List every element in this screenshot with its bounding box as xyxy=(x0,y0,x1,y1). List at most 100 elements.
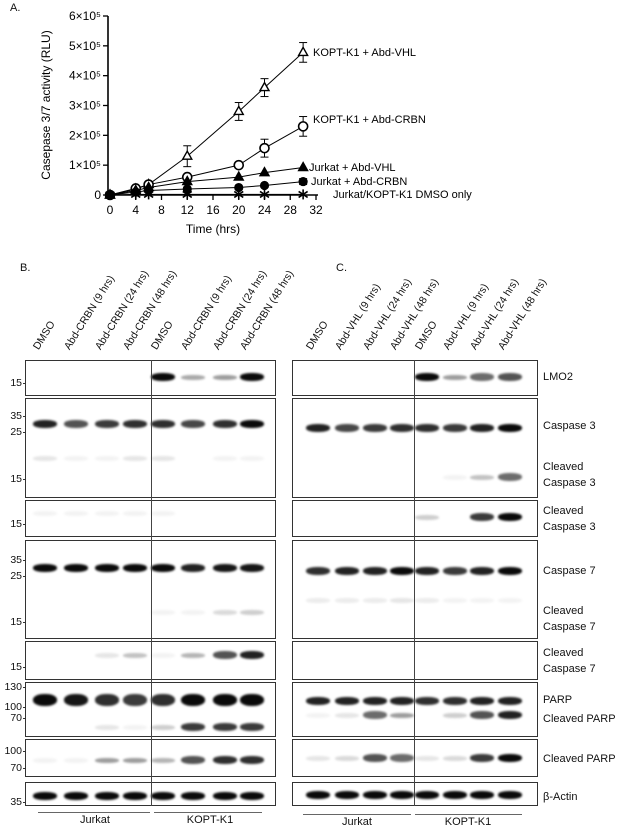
band xyxy=(240,455,264,461)
lane-divider xyxy=(151,360,152,806)
x-tick-label: 4 xyxy=(132,203,139,217)
group-line-kopt-c xyxy=(415,814,522,815)
band xyxy=(213,723,237,731)
band xyxy=(181,792,205,800)
row-label-line: Caspase 3 xyxy=(543,477,596,489)
band xyxy=(363,567,387,575)
band xyxy=(123,757,147,763)
band xyxy=(213,420,237,428)
band xyxy=(498,567,522,575)
lane-label: DMSO xyxy=(30,318,58,352)
band xyxy=(443,597,467,603)
band xyxy=(335,712,359,718)
band xyxy=(240,373,264,381)
y-tick-label: 0 xyxy=(94,188,101,202)
group-label-jurkat-b: Jurkat xyxy=(80,814,110,826)
band xyxy=(240,564,264,572)
band xyxy=(443,567,467,575)
mw-marker: 15 xyxy=(0,518,26,530)
data-point xyxy=(130,189,141,200)
band xyxy=(363,791,387,799)
band xyxy=(335,791,359,799)
band xyxy=(415,791,439,799)
band xyxy=(181,609,205,615)
band xyxy=(33,757,57,763)
band xyxy=(64,455,88,461)
band xyxy=(240,420,264,428)
band xyxy=(306,567,330,575)
band xyxy=(95,694,119,706)
data-point xyxy=(105,190,115,200)
band xyxy=(443,791,467,799)
band xyxy=(64,420,88,428)
band xyxy=(415,597,439,603)
series-label: Jurkat + Abd-VHL xyxy=(309,162,396,174)
band xyxy=(181,756,205,764)
data-point xyxy=(233,189,244,200)
band xyxy=(123,510,147,516)
band xyxy=(335,697,359,705)
mw-marker: 70 xyxy=(0,762,26,774)
band xyxy=(95,420,119,428)
band xyxy=(64,757,88,763)
band xyxy=(123,420,147,428)
band xyxy=(498,711,522,719)
asterisk-stroke xyxy=(143,190,154,199)
band xyxy=(64,564,88,572)
band xyxy=(64,792,88,800)
band xyxy=(95,652,119,658)
band xyxy=(363,697,387,705)
y-tick-label: 5×10⁵ xyxy=(69,39,101,53)
band xyxy=(306,424,330,432)
band xyxy=(306,712,330,718)
band xyxy=(335,424,359,432)
series-label: KOPT-K1 + Abd-VHL xyxy=(313,47,416,59)
row-label-lmo2: LMO2 xyxy=(543,371,573,383)
band xyxy=(306,791,330,799)
series-label: KOPT-K1 + Abd-CRBN xyxy=(313,114,426,126)
band xyxy=(151,455,175,461)
blot-panel xyxy=(292,682,538,737)
band xyxy=(363,424,387,432)
band xyxy=(95,757,119,763)
band xyxy=(335,597,359,603)
band xyxy=(33,694,57,706)
row-label-line: Cleaved xyxy=(543,461,584,473)
band xyxy=(415,514,439,520)
data-point xyxy=(258,81,271,92)
y-tick-label: 2×10⁵ xyxy=(69,128,101,142)
asterisk-stroke xyxy=(130,190,141,199)
band xyxy=(306,597,330,603)
data-point xyxy=(233,159,245,171)
mw-marker: 35 xyxy=(0,410,26,422)
asterisk-stroke xyxy=(182,190,193,199)
band xyxy=(123,652,147,658)
band xyxy=(95,792,119,800)
x-tick-label: 16 xyxy=(206,203,220,217)
band xyxy=(306,755,330,761)
mw-marker: 15 xyxy=(0,616,26,628)
band xyxy=(470,711,494,719)
lane-label: Abd-CRBN (48 hrs) xyxy=(120,268,180,352)
y-tick-label: 4×10⁵ xyxy=(69,69,101,83)
band xyxy=(498,754,522,762)
band xyxy=(123,694,147,706)
y-tick-label: 1×10⁵ xyxy=(69,158,101,172)
band xyxy=(498,697,522,705)
mw-marker: 130 xyxy=(0,681,26,693)
data-point xyxy=(143,189,154,200)
band xyxy=(470,791,494,799)
band xyxy=(390,754,414,762)
band xyxy=(213,694,237,706)
data-point xyxy=(181,149,193,160)
band xyxy=(181,374,205,380)
band xyxy=(33,564,57,572)
band xyxy=(498,791,522,799)
band xyxy=(415,424,439,432)
asterisk-stroke xyxy=(259,190,270,199)
mw-marker: 15 xyxy=(0,377,26,389)
band xyxy=(443,474,467,480)
row-label-parp: PARP xyxy=(543,694,573,706)
panel-label-b: B. xyxy=(20,262,31,274)
band xyxy=(306,697,330,705)
